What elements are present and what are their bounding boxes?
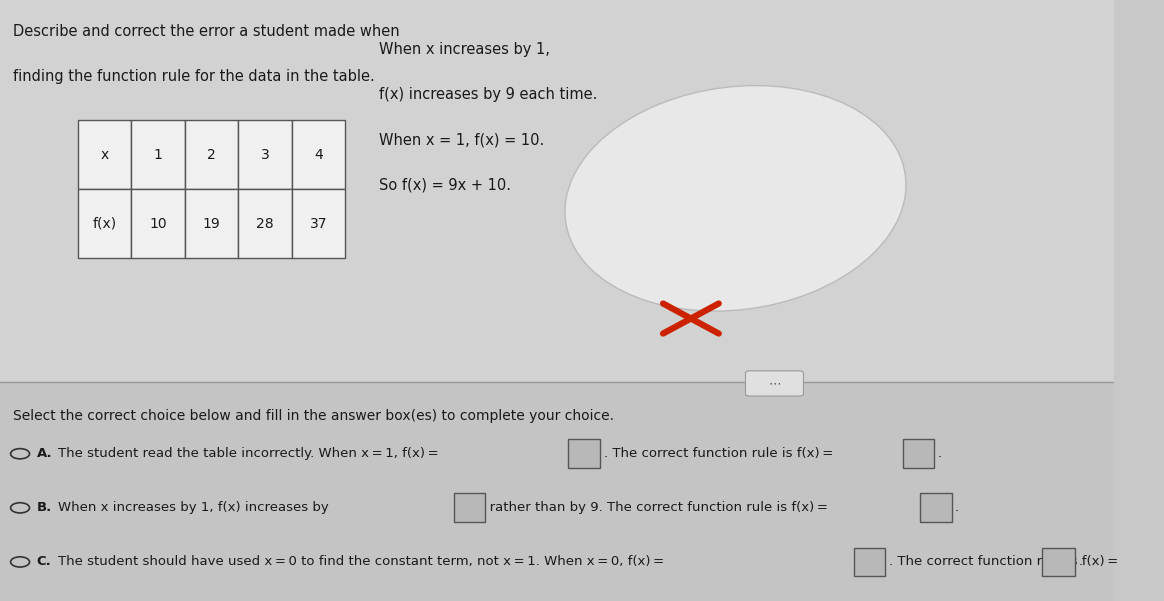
Text: .: . bbox=[1079, 555, 1083, 569]
Text: The student read the table incorrectly. When x = 1, f(x) =: The student read the table incorrectly. … bbox=[58, 447, 441, 460]
FancyBboxPatch shape bbox=[78, 120, 132, 189]
Text: 37: 37 bbox=[310, 217, 327, 231]
FancyBboxPatch shape bbox=[185, 120, 239, 189]
FancyBboxPatch shape bbox=[78, 189, 132, 258]
FancyBboxPatch shape bbox=[568, 439, 599, 468]
Text: ⋯: ⋯ bbox=[768, 377, 781, 390]
FancyBboxPatch shape bbox=[853, 548, 885, 576]
Text: .: . bbox=[937, 447, 942, 460]
FancyBboxPatch shape bbox=[185, 189, 239, 258]
FancyBboxPatch shape bbox=[239, 189, 292, 258]
Text: . The correct function rule is f(x) =: . The correct function rule is f(x) = bbox=[604, 447, 836, 460]
FancyBboxPatch shape bbox=[902, 439, 934, 468]
Text: 2: 2 bbox=[207, 148, 217, 162]
FancyBboxPatch shape bbox=[454, 493, 484, 522]
Text: 19: 19 bbox=[203, 217, 221, 231]
Text: f(x) increases by 9 each time.: f(x) increases by 9 each time. bbox=[378, 87, 597, 102]
Text: . The correct function rule is f(x) =: . The correct function rule is f(x) = bbox=[889, 555, 1121, 569]
FancyBboxPatch shape bbox=[292, 189, 346, 258]
Text: Describe and correct the error a student made when: Describe and correct the error a student… bbox=[13, 24, 400, 39]
Text: .: . bbox=[954, 501, 959, 514]
FancyBboxPatch shape bbox=[292, 120, 346, 189]
Text: The student should have used x = 0 to find the constant term, not x = 1. When x : The student should have used x = 0 to fi… bbox=[58, 555, 667, 569]
FancyBboxPatch shape bbox=[132, 189, 185, 258]
Text: 1: 1 bbox=[154, 148, 163, 162]
Text: So f(x) = 9x + 10.: So f(x) = 9x + 10. bbox=[378, 177, 511, 192]
Text: Select the correct choice below and fill in the answer box(es) to complete your : Select the correct choice below and fill… bbox=[13, 409, 615, 423]
FancyBboxPatch shape bbox=[0, 382, 1114, 601]
Text: When x = 1, f(x) = 10.: When x = 1, f(x) = 10. bbox=[378, 132, 544, 147]
Text: C.: C. bbox=[37, 555, 51, 569]
Text: A.: A. bbox=[37, 447, 52, 460]
Text: 10: 10 bbox=[149, 217, 168, 231]
Text: rather than by 9. The correct function rule is f(x) =: rather than by 9. The correct function r… bbox=[487, 501, 830, 514]
FancyBboxPatch shape bbox=[921, 493, 952, 522]
Text: 3: 3 bbox=[261, 148, 270, 162]
Text: When x increases by 1, f(x) increases by: When x increases by 1, f(x) increases by bbox=[58, 501, 332, 514]
FancyBboxPatch shape bbox=[745, 371, 803, 396]
FancyBboxPatch shape bbox=[1042, 548, 1076, 576]
Text: finding the function rule for the data in the table.: finding the function rule for the data i… bbox=[13, 69, 375, 84]
Text: B.: B. bbox=[37, 501, 52, 514]
Text: 4: 4 bbox=[314, 148, 324, 162]
FancyBboxPatch shape bbox=[132, 120, 185, 189]
Text: When x increases by 1,: When x increases by 1, bbox=[378, 42, 549, 57]
Text: 28: 28 bbox=[256, 217, 274, 231]
Text: f(x): f(x) bbox=[93, 217, 116, 231]
Ellipse shape bbox=[565, 85, 906, 311]
Text: x: x bbox=[100, 148, 109, 162]
FancyBboxPatch shape bbox=[239, 120, 292, 189]
FancyBboxPatch shape bbox=[0, 0, 1114, 382]
